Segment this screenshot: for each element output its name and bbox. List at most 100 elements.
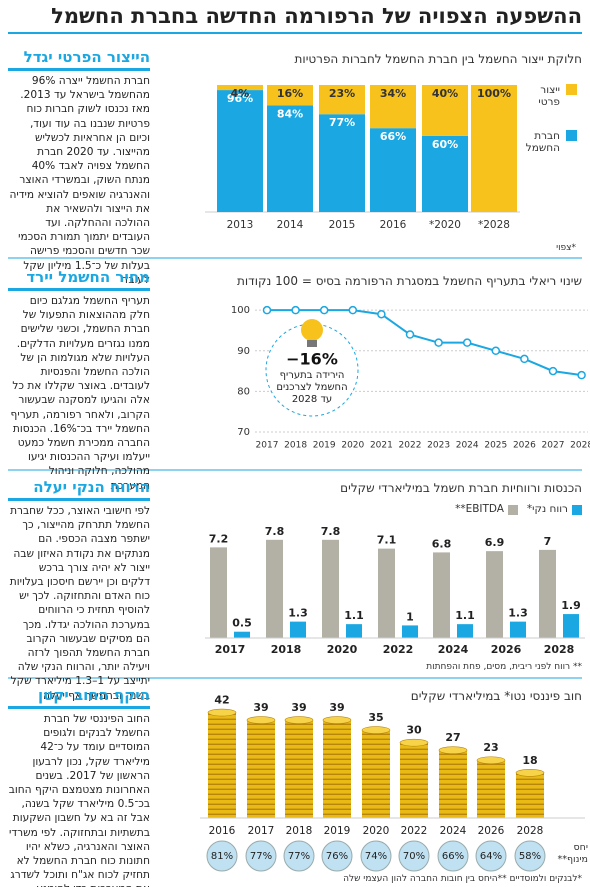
chart-title-main: חלוקת ייצור החשמל בין חברת החשמל לחברות … [294,52,582,66]
ratio-label: 77% [288,851,310,862]
bar-segment [422,135,468,212]
y-tick-label: 90 [237,346,250,357]
x-tick-label: 2017 [248,825,275,837]
ratio-name: יחס מינוף** [557,842,588,865]
chart-title-main: חוב פיננסי נטו* [504,689,582,703]
x-tick-label: 2019 [313,441,336,451]
point [462,338,472,347]
point [291,305,300,315]
bar [322,539,339,638]
value-label: 35 [368,711,383,724]
y-tick-label: 100 [231,305,250,316]
x-tick-label: 2015 [329,219,356,231]
annotation-value: −16% [286,350,338,369]
bar [563,614,579,638]
value-label: 42 [214,694,229,707]
x-tick-label: 2018 [286,825,313,837]
coin-top [399,738,429,747]
point [491,346,501,356]
coin-stack [285,720,313,818]
annotation-text: הירידה בתעריף החשמל לצרכנים עד 2028 [276,370,348,405]
x-tick-label: 2022 [383,643,414,656]
x-tick-label: 2024 [456,441,479,451]
value-label: 7.2 [209,532,229,545]
point [348,305,358,315]
bar-segment [370,85,416,129]
x-tick-label: 2016 [209,825,236,837]
chart-subtitle: במיליארדי שקלים [340,481,430,495]
coin-stack [323,720,351,818]
legend-name: ייצור פרטי [538,84,560,108]
y-tick-label: 70 [237,427,250,438]
ratio-circle [245,840,277,872]
section-heading: הרווח הנקי יעלה [8,478,150,501]
point [319,305,329,315]
x-tick-label: 2014 [277,219,304,231]
bar-segment [319,114,365,212]
ratio-circle [514,840,546,872]
bar-segment [217,90,263,212]
x-tick-label: 2022 [401,825,428,837]
point [520,354,529,364]
coin-stack [400,742,428,818]
point [377,309,386,319]
chart-title: חלוקת ייצור החשמל בין חברת החשמל לחברות … [162,52,582,66]
chart-title: שינוי ריאלי בתעריף החשמל במסגרת הרפורמה … [162,274,582,288]
bar-segment [471,85,517,212]
value-label: 30 [406,724,422,737]
chart-subtitle: בסיס = 100 נקודות [237,274,341,288]
point [434,338,443,347]
x-tick-label: 2028 [544,643,575,656]
x-tick-label: 2026 [513,441,536,451]
legend-swatch [572,505,582,515]
bar [486,551,503,638]
value-label: 40% [432,87,458,100]
chart-title: הכנסות ורווחיות חברת חשמל במיליארדי שקלי… [162,481,582,495]
ratio-label: 64% [480,851,502,862]
value-label: 77% [329,116,355,129]
value-label: 1 [406,610,414,623]
coin-stack [439,750,467,818]
bar-segment [267,105,313,212]
x-tick-label: 2013 [227,219,254,231]
x-tick-label: 2019 [324,825,351,837]
ratio-label: 76% [326,851,348,862]
legend-name: רווח נקי* [526,503,568,515]
x-tick-label: 2026 [491,643,522,656]
coin-top [361,726,391,734]
bar [346,624,362,638]
value-label: 60% [432,138,458,151]
page-title: ההשפעה הצפויה של הרפורמה החדשה בחברת החש… [8,4,582,34]
value-label: 23 [483,741,498,754]
x-tick-label: 2026 [478,825,505,837]
coin-stack [477,760,505,818]
line [267,309,582,377]
point [405,330,415,339]
chart-note: *צפוי [556,243,576,253]
chart-title-main: הכנסות ורווחיות חברת חשמל [433,481,582,495]
point [262,305,272,315]
section-text: החוב הפיננסי של חברת החשמל לבנקים ולגופי… [8,713,150,887]
x-tick-label: 2021 [370,441,393,451]
ratio-circle [437,840,469,872]
value-label: 84% [277,107,303,120]
value-label: 39 [253,701,268,714]
bar [539,549,556,638]
y-tick-label: 80 [237,386,250,397]
chart-note: *לבנקים ולמוסדיים **היחס בין חובות החברה… [343,874,582,884]
coin-top [515,768,545,777]
x-tick-label: 2020 [341,441,364,451]
value-label: 7.8 [321,525,341,538]
coin-top [322,716,352,724]
ratio-circle [283,840,315,872]
legend-swatch [566,84,577,95]
bar-segment [267,85,313,106]
x-tick-label: 2028 [570,441,590,451]
coin-top [284,716,314,724]
value-label: 1.3 [508,607,528,620]
value-label: 18 [522,754,537,767]
x-tick-label: 2020 [327,643,358,656]
value-label: 6.8 [432,537,452,550]
bar [510,621,526,638]
